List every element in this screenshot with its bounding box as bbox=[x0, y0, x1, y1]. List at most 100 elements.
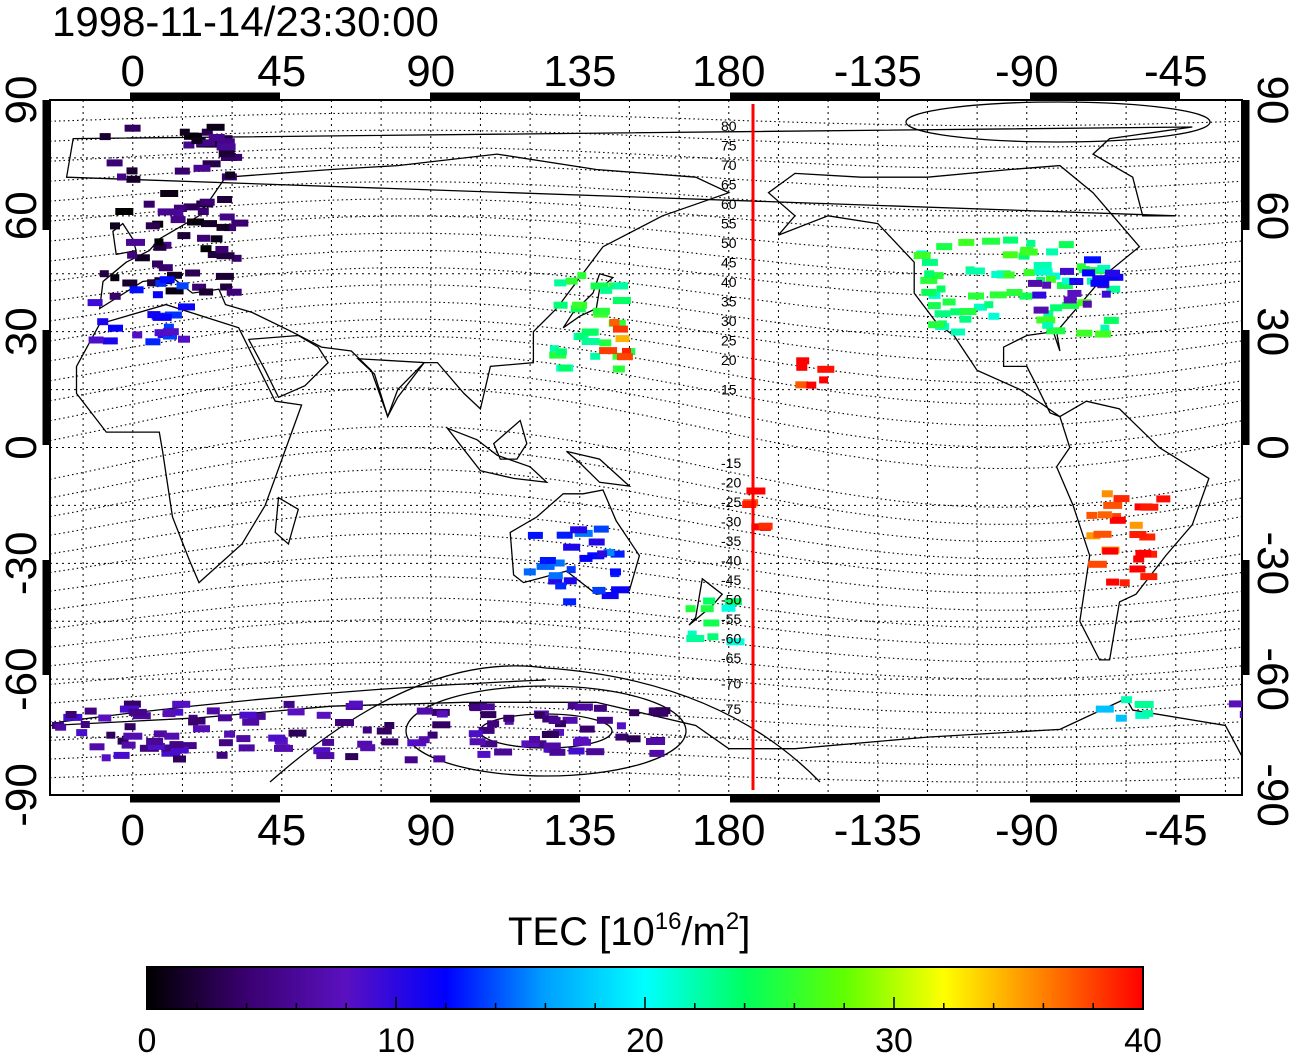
tec-point bbox=[185, 269, 201, 277]
tec-point bbox=[576, 332, 587, 340]
timestamp-title: 1998-11-14/23:30:00 bbox=[52, 0, 439, 45]
contour-label-south: -50 bbox=[721, 592, 741, 608]
tec-point bbox=[1106, 285, 1121, 293]
tec-point bbox=[1129, 565, 1146, 573]
contour-label-south: -20 bbox=[721, 475, 741, 491]
tec-point bbox=[563, 598, 577, 606]
lon-tick-top: 90 bbox=[406, 47, 455, 96]
longitude-ticks-bottom: 0 45 90 135 180 -135 -90 -45 bbox=[121, 806, 1208, 855]
tec-point bbox=[566, 566, 576, 574]
tec-point bbox=[796, 357, 810, 365]
tec-point bbox=[588, 538, 605, 546]
south-magnetic-ring-mid bbox=[405, 685, 687, 777]
tec-point bbox=[646, 738, 665, 745]
tec-point bbox=[206, 123, 225, 131]
tec-point bbox=[219, 213, 235, 221]
tec-point bbox=[1061, 302, 1079, 309]
lat-tick-left: -30 bbox=[0, 532, 46, 596]
tec-point bbox=[147, 311, 161, 319]
tec-point bbox=[480, 711, 497, 719]
contour-label-south: -55 bbox=[721, 611, 741, 627]
tec-point bbox=[153, 730, 167, 738]
tec-point bbox=[924, 270, 935, 278]
tec-point bbox=[152, 313, 172, 321]
tec-point bbox=[217, 196, 233, 203]
south-magnetic-ring-outer bbox=[269, 665, 821, 783]
lat-tick-right: -30 bbox=[1248, 532, 1292, 596]
tec-point bbox=[1033, 262, 1052, 269]
latitude-ticks-right: 90 60 30 0 -30 -60 -90 bbox=[1248, 76, 1292, 827]
tec-point bbox=[220, 283, 233, 291]
tec-point bbox=[1121, 696, 1133, 704]
contour-label-north: 60 bbox=[721, 196, 737, 212]
tec-point bbox=[1034, 268, 1053, 276]
lat-tick-right: 30 bbox=[1248, 307, 1292, 356]
tec-point bbox=[610, 568, 621, 576]
tec-point bbox=[1142, 710, 1154, 717]
tec-point bbox=[1100, 324, 1110, 332]
tec-point bbox=[649, 749, 665, 757]
tec-point bbox=[1082, 269, 1096, 277]
tec-point bbox=[157, 208, 177, 216]
lon-tick-top: 180 bbox=[692, 47, 765, 96]
tec-point bbox=[152, 291, 163, 299]
lat-tick-right: 90 bbox=[1248, 76, 1292, 125]
mag-lat-contour bbox=[50, 301, 1242, 362]
tec-point bbox=[1033, 306, 1049, 314]
contour-label-south: -35 bbox=[721, 533, 741, 549]
coastline bbox=[566, 450, 632, 488]
longitude-ticks-top: 0 45 90 135 180 -135 -90 -45 bbox=[121, 47, 1208, 96]
tec-point bbox=[795, 381, 809, 389]
tec-point bbox=[592, 586, 606, 594]
tec-point bbox=[201, 128, 213, 136]
tec-point bbox=[572, 301, 588, 309]
tec-point bbox=[170, 216, 186, 224]
tec-point bbox=[1135, 549, 1152, 557]
tec-point bbox=[1019, 292, 1033, 300]
coastline bbox=[50, 697, 1242, 795]
tec-point bbox=[599, 347, 618, 355]
tec-point bbox=[933, 272, 944, 280]
tec-point bbox=[936, 243, 953, 251]
tec-point bbox=[478, 726, 495, 734]
tec-point bbox=[1087, 267, 1105, 275]
tec-point bbox=[724, 598, 742, 606]
tec-point bbox=[555, 348, 567, 356]
contour-label-north: 50 bbox=[721, 235, 737, 251]
tec-point bbox=[469, 704, 482, 712]
tec-point bbox=[407, 739, 427, 747]
mag-lat-contour bbox=[50, 725, 1242, 749]
tec-point bbox=[126, 167, 138, 175]
tec-point bbox=[106, 159, 123, 167]
tec-point bbox=[1109, 516, 1126, 524]
tec-point bbox=[360, 744, 376, 752]
tec-point bbox=[1018, 252, 1030, 260]
coastline bbox=[1055, 400, 1210, 661]
tec-point bbox=[152, 260, 163, 268]
tec-point bbox=[965, 267, 985, 275]
contour-label-north: 30 bbox=[721, 313, 737, 329]
mag-lat-contour bbox=[50, 704, 1242, 732]
tec-point bbox=[612, 365, 625, 373]
latitude-ticks-left: 90 60 30 0 -30 -60 -90 bbox=[0, 76, 46, 827]
tec-point bbox=[942, 298, 956, 306]
tec-point bbox=[129, 286, 144, 294]
tec-point bbox=[132, 331, 143, 339]
tec-point bbox=[427, 731, 438, 739]
tec-point bbox=[174, 205, 187, 212]
tec-point bbox=[819, 376, 829, 384]
mag-lat-contour bbox=[50, 112, 1242, 127]
contour-label-south: -30 bbox=[721, 514, 741, 530]
mag-lat-contour bbox=[50, 511, 1242, 577]
coastlines bbox=[50, 126, 1242, 795]
colorbar-title-exp1: 16 bbox=[655, 908, 682, 935]
tec-point bbox=[217, 714, 232, 722]
tec-point bbox=[548, 717, 561, 724]
tec-point bbox=[108, 324, 123, 332]
tec-point bbox=[477, 750, 491, 758]
tec-point bbox=[1045, 275, 1056, 283]
tec-point bbox=[563, 543, 581, 551]
tec-point bbox=[76, 729, 88, 737]
tec-point bbox=[87, 299, 103, 307]
tec-point bbox=[1105, 269, 1120, 277]
